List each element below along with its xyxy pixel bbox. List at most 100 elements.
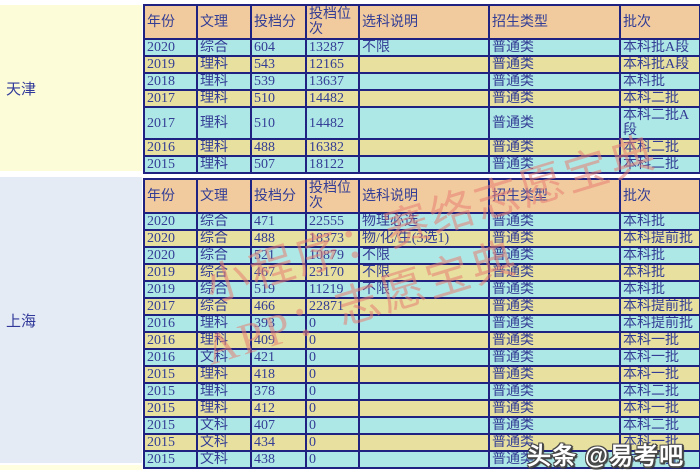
table-row: 2017 理科 510 14482 普通类 本科二批A段 — [143, 106, 700, 140]
cell-subjects: 物/化/生(3选1) — [358, 229, 490, 248]
table-row: 2020 综合 604 13287 不限 普通类 本科批A段 — [143, 38, 700, 57]
cell-type: 普通类 — [488, 297, 621, 316]
cell-subjects — [358, 450, 490, 469]
cell-rank: 0 — [305, 348, 360, 367]
cell-batch: 本科一批 — [619, 450, 700, 469]
cell-score: 539 — [250, 72, 307, 91]
table-row: 2015 理科 418 0 普通类 本科一批 — [143, 365, 700, 384]
cell-score: 438 — [250, 450, 307, 469]
cell-subjects — [358, 433, 490, 452]
cell-track: 综合 — [196, 263, 252, 282]
cell-rank: 14482 — [305, 106, 360, 140]
cell-batch: 本科批 — [619, 280, 700, 299]
cell-type: 普通类 — [488, 55, 621, 74]
table-row: 2015 文科 407 0 普通类 本科二批 — [143, 416, 700, 435]
cell-score: 519 — [250, 280, 307, 299]
cell-track: 文科 — [196, 416, 252, 435]
cell-type: 普通类 — [488, 229, 621, 248]
region-label-tianjin: 天津 — [6, 81, 37, 98]
cell-score: 434 — [250, 433, 307, 452]
region-panel-shanghai: 上海 — [0, 177, 142, 463]
cell-year: 2019 — [143, 280, 198, 299]
cell-year: 2015 — [143, 416, 198, 435]
shanghai-admissions-table: 年份 文理 投档分 投档位次 选科说明 招生类型 批次 2020 综合 471 … — [143, 178, 700, 469]
cell-type: 普通类 — [488, 72, 621, 91]
cell-track: 理科 — [196, 314, 252, 333]
cell-track: 理科 — [196, 399, 252, 418]
cell-score: 510 — [250, 89, 307, 108]
table-row: 2015 理科 378 0 普通类 本科二批 — [143, 382, 700, 401]
cell-score: 543 — [250, 55, 307, 74]
cell-batch: 本科一批 — [619, 331, 700, 350]
cell-track: 理科 — [196, 382, 252, 401]
cell-score: 521 — [250, 246, 307, 265]
cell-subjects — [358, 106, 490, 140]
table-row: 2020 综合 488 18373 物/化/生(3选1) 普通类 本科提前批 — [143, 229, 700, 248]
cell-score: 471 — [250, 212, 307, 231]
header-rank: 投档位次 — [305, 178, 360, 214]
cell-track: 理科 — [196, 55, 252, 74]
header-year: 年份 — [143, 4, 198, 40]
cell-score: 604 — [250, 38, 307, 57]
cell-subjects: 不限 — [358, 280, 490, 299]
header-track: 文理 — [196, 178, 252, 214]
cell-batch: 本科批 — [619, 72, 700, 91]
cell-track: 理科 — [196, 365, 252, 384]
cell-year: 2020 — [143, 229, 198, 248]
cell-rank: 13637 — [305, 72, 360, 91]
cell-type: 普通类 — [488, 138, 621, 157]
cell-rank: 22871 — [305, 297, 360, 316]
header-batch: 批次 — [619, 178, 700, 214]
tianjin-admissions-table: 年份 文理 投档分 投档位次 选科说明 招生类型 批次 2020 综合 604 … — [143, 4, 700, 174]
cell-score: 507 — [250, 155, 307, 174]
cell-track: 理科 — [196, 331, 252, 350]
cell-track: 理科 — [196, 106, 252, 140]
cell-year: 2016 — [143, 348, 198, 367]
next-section-strip — [0, 465, 142, 470]
table-row: 2015 文科 434 0 普通类 本科一批 — [143, 433, 700, 452]
cell-subjects — [358, 365, 490, 384]
cell-track: 文科 — [196, 450, 252, 469]
cell-year: 2015 — [143, 399, 198, 418]
cell-subjects — [358, 416, 490, 435]
cell-batch: 本科批 — [619, 246, 700, 265]
table-row: 2016 理科 393 0 普通类 本科提前批 — [143, 314, 700, 333]
cell-score: 467 — [250, 263, 307, 282]
cell-rank: 14482 — [305, 89, 360, 108]
cell-type: 普通类 — [488, 382, 621, 401]
cell-subjects — [358, 297, 490, 316]
cell-year: 2015 — [143, 155, 198, 174]
cell-batch: 本科二批 — [619, 416, 700, 435]
table-row: 2016 理科 409 0 普通类 本科一批 — [143, 331, 700, 350]
cell-year: 2016 — [143, 331, 198, 350]
cell-rank: 0 — [305, 382, 360, 401]
cell-batch: 本科二批 — [619, 89, 700, 108]
header-year: 年份 — [143, 178, 198, 214]
cell-rank: 0 — [305, 450, 360, 469]
cell-score: 510 — [250, 106, 307, 140]
header-score: 投档分 — [250, 4, 307, 40]
cell-rank: 13287 — [305, 38, 360, 57]
cell-year: 2020 — [143, 38, 198, 57]
cell-rank: 10879 — [305, 246, 360, 265]
cell-score: 393 — [250, 314, 307, 333]
cell-type: 普通类 — [488, 212, 621, 231]
header-rank: 投档位次 — [305, 4, 360, 40]
cell-type: 普通类 — [488, 89, 621, 108]
cell-subjects — [358, 55, 490, 74]
cell-year: 2015 — [143, 433, 198, 452]
cell-type: 普通类 — [488, 280, 621, 299]
region-panel-tianjin: 天津 — [0, 5, 142, 171]
header-score: 投档分 — [250, 178, 307, 214]
cell-subjects — [358, 399, 490, 418]
table-row: 2016 理科 488 16382 普通类 本科二批 — [143, 138, 700, 157]
header-subjects: 选科说明 — [358, 178, 490, 214]
cell-subjects: 不限 — [358, 263, 490, 282]
cell-score: 488 — [250, 229, 307, 248]
header-subjects: 选科说明 — [358, 4, 490, 40]
cell-subjects: 不限 — [358, 38, 490, 57]
header-type: 招生类型 — [488, 4, 621, 40]
cell-batch: 本科批 — [619, 212, 700, 231]
cell-batch: 本科一批 — [619, 433, 700, 452]
